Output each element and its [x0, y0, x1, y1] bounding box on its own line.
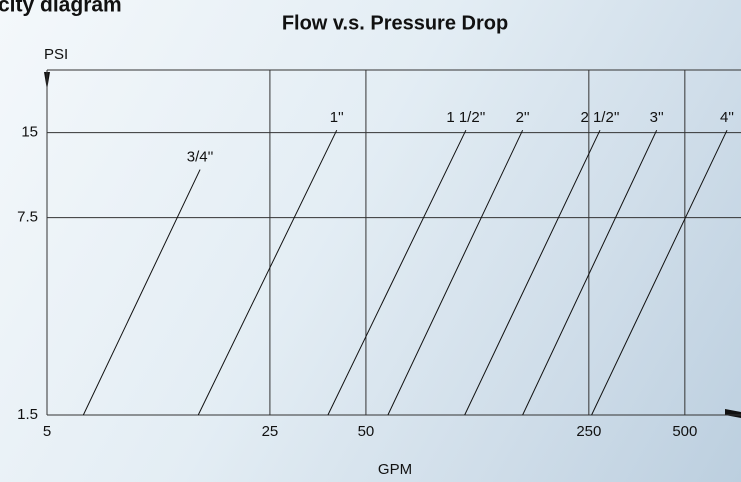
- y-axis-label: PSI: [44, 46, 68, 63]
- x-tick-label: 500: [672, 423, 697, 440]
- x-axis-arrow: [725, 409, 741, 418]
- series-line: [465, 130, 600, 415]
- y-tick-label: 1.5: [17, 406, 38, 423]
- x-tick-label: 250: [576, 423, 601, 440]
- series-line: [388, 130, 523, 415]
- y-tick-label: 7.5: [17, 209, 38, 226]
- y-tick-label: 15: [21, 124, 38, 141]
- series-label: 3/4'': [187, 149, 214, 166]
- series-line: [83, 170, 200, 415]
- series-line: [523, 130, 657, 415]
- page-heading: city diagram: [0, 0, 122, 17]
- series-label: 1 1/2'': [446, 109, 485, 126]
- series-label: 2 1/2'': [580, 109, 619, 126]
- series-line: [198, 130, 336, 415]
- series-label: 2'': [516, 109, 530, 126]
- series-line: [328, 130, 466, 415]
- x-tick-label: 5: [43, 423, 51, 440]
- chart-title: Flow v.s. Pressure Drop: [282, 12, 508, 34]
- x-tick-label: 25: [262, 423, 279, 440]
- series-line: [592, 130, 727, 415]
- series-label: 1'': [330, 109, 344, 126]
- chart: city diagram Flow v.s. Pressure Drop PSI…: [0, 0, 741, 482]
- series-label: 4'': [720, 109, 734, 126]
- x-tick-label: 50: [358, 423, 375, 440]
- x-axis-label: GPM: [378, 461, 412, 478]
- series-label: 3'': [650, 109, 664, 126]
